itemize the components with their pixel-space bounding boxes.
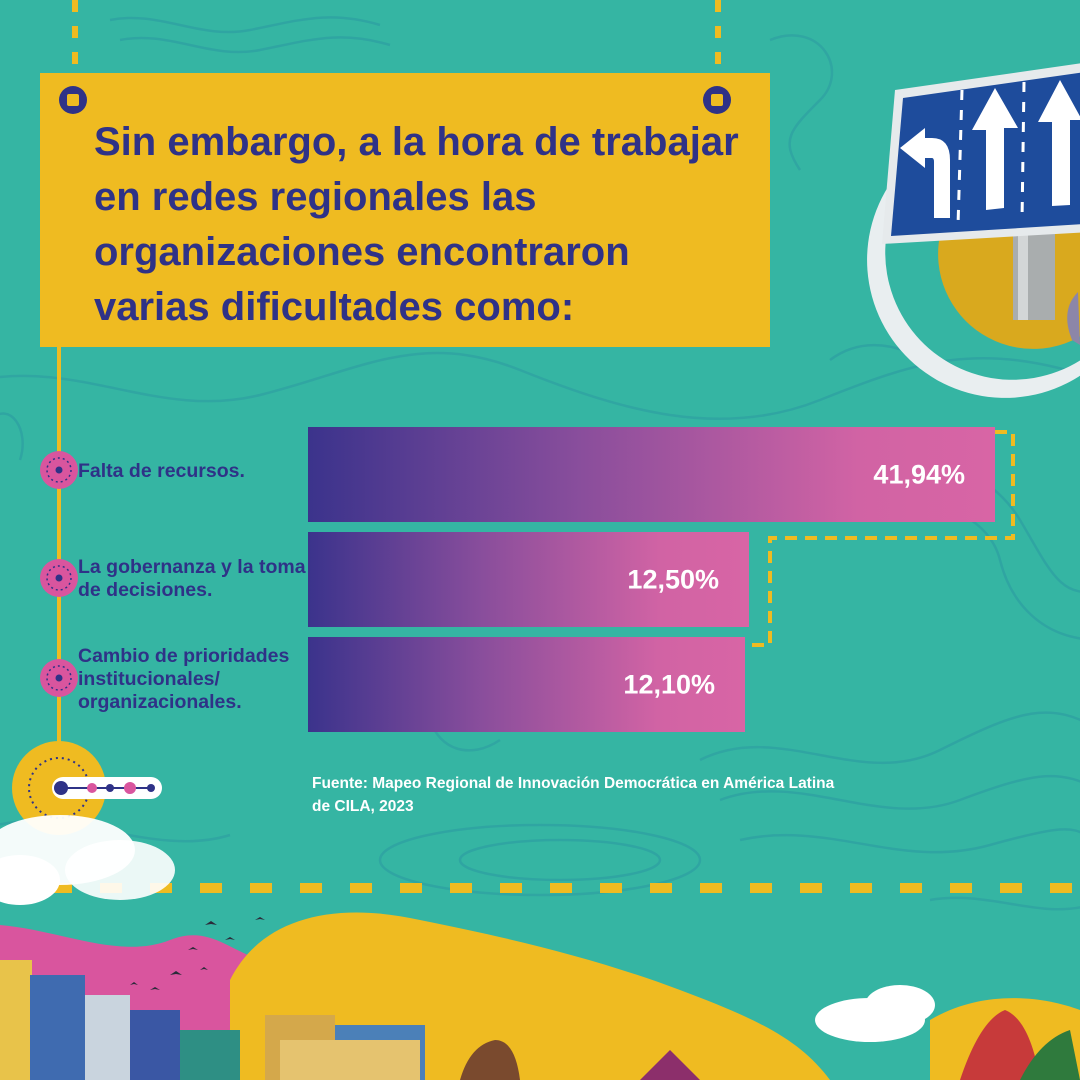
- bullet-target-icon: [40, 559, 78, 597]
- bar-label-falta-de-recursos: Falta de recursos.: [78, 460, 245, 482]
- bar-falta-de-recursos: 41,94%: [308, 427, 995, 522]
- title-card: Sin embargo, a la hora de trabajar en re…: [40, 73, 770, 347]
- bullet-target-icon: [40, 451, 78, 489]
- source-note: Fuente: Mapeo Regional de Innovación Dem…: [312, 775, 835, 815]
- bar-gobernanza: 12,50%: [308, 532, 749, 627]
- bar-value-label: 12,10%: [623, 669, 715, 699]
- bar-label-gobernanza: La gobernanza y la toma de decisiones.: [78, 556, 306, 601]
- bird-flock-icon: [130, 917, 265, 990]
- bar-label-cambio-prioridades: Cambio de prioridades institucionales/ o…: [78, 645, 290, 713]
- bar-cambio-prioridades: 12,10%: [308, 637, 745, 732]
- road-sign-arrows-icon: [867, 63, 1080, 398]
- cut-photo-edge: [1067, 292, 1080, 345]
- hanging-dashed-lines: [72, 0, 721, 76]
- bolt-icon: [703, 86, 731, 114]
- bolt-icon: [59, 86, 87, 114]
- progress-dots-icon: [12, 741, 162, 835]
- bullet-target-icon: [40, 659, 78, 697]
- bottom-collage: [0, 912, 1080, 1080]
- bar-value-label: 12,50%: [627, 564, 719, 594]
- page-title: Sin embargo, a la hora de trabajar en re…: [94, 120, 739, 329]
- bar-value-label: 41,94%: [873, 459, 965, 489]
